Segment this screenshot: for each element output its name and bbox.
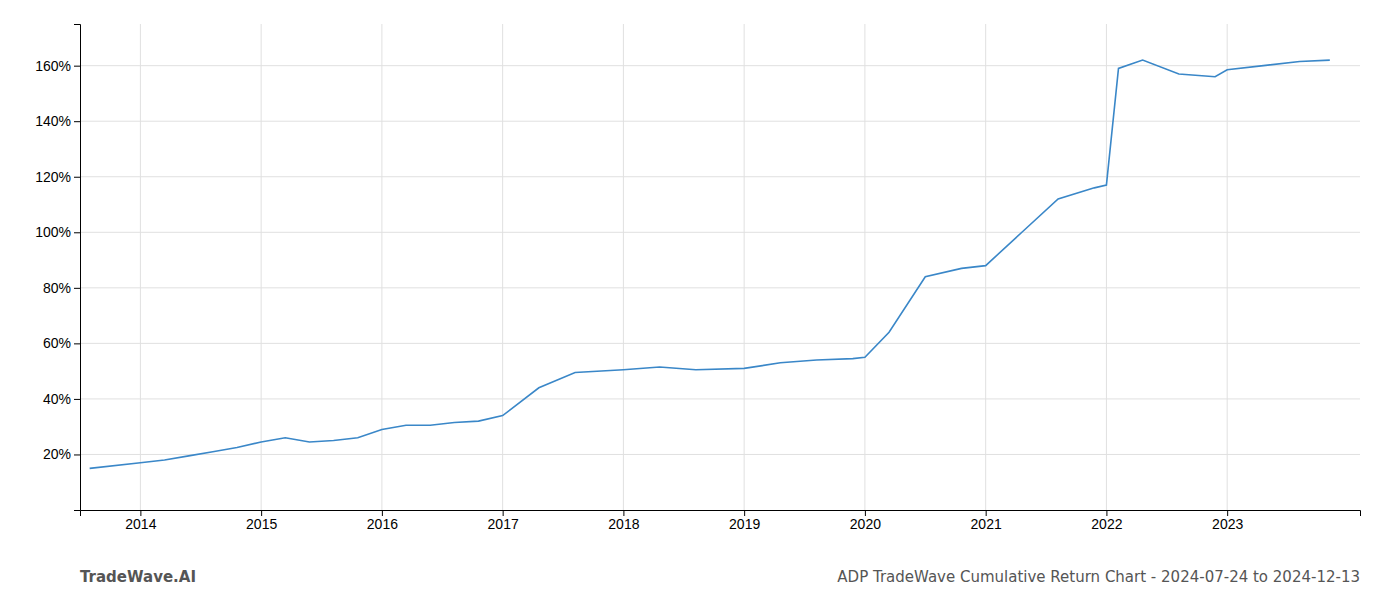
x-tick-label: 2021 xyxy=(971,516,1002,532)
y-tick-label: 100% xyxy=(35,224,71,240)
y-tick-mark xyxy=(74,288,80,289)
x-tick: 2020 xyxy=(850,510,881,532)
grid-line-y xyxy=(80,65,1360,66)
y-tick-label: 120% xyxy=(35,169,71,185)
grid-line-y xyxy=(80,454,1360,455)
y-tick: 120% xyxy=(35,169,80,185)
y-tick-label: 40% xyxy=(43,391,71,407)
x-axis: 2014 2015 2016 2017 2018 2019 2020 2021 2022 2023 xyxy=(81,510,1361,532)
y-tick: 160% xyxy=(35,58,80,74)
grid-line-x xyxy=(744,24,745,510)
x-tick: 2017 xyxy=(488,510,519,532)
grid-line-y xyxy=(80,343,1360,344)
x-tick-label: 2015 xyxy=(246,516,277,532)
x-tick: 2015 xyxy=(246,510,277,532)
x-tick-label: 2017 xyxy=(488,516,519,532)
grid-line-x xyxy=(864,24,865,510)
marks xyxy=(90,60,1330,468)
x-tick: 2014 xyxy=(125,510,156,532)
line xyxy=(90,60,1330,468)
x-tick: 2018 xyxy=(608,510,639,532)
grid-line-x xyxy=(623,24,624,510)
y-tick: 80% xyxy=(43,280,80,296)
y-tick-label: 60% xyxy=(43,335,71,351)
grid xyxy=(80,24,1360,510)
x-tick: 2021 xyxy=(971,510,1002,532)
x-tick-label: 2022 xyxy=(1091,516,1122,532)
grid-line-y xyxy=(80,176,1360,177)
y-tick-mark xyxy=(74,66,80,67)
y-axis: 20% 40% 60% 80% 100% 120% 140% 160% xyxy=(35,25,80,511)
y-tick-label: 160% xyxy=(35,58,71,74)
y-tick-mark xyxy=(74,454,80,455)
y-tick: 20% xyxy=(43,446,80,462)
y-tick: 40% xyxy=(43,391,80,407)
x-tick: 2022 xyxy=(1091,510,1122,532)
y-tick: 60% xyxy=(43,335,80,351)
watermark: TradeWave.AI xyxy=(80,568,196,586)
title: ADP TradeWave Cumulative Return Chart - … xyxy=(837,568,1360,586)
grid-line-x xyxy=(502,24,503,510)
grid-line-x xyxy=(261,24,262,510)
y-tick-label: 80% xyxy=(43,280,71,296)
grid-line-y xyxy=(80,287,1360,288)
y-tick-label: 20% xyxy=(43,446,71,462)
x-tick-label: 2016 xyxy=(367,516,398,532)
y-tick-mark xyxy=(74,399,80,400)
y-tick-mark xyxy=(74,121,80,122)
y-tick: 140% xyxy=(35,113,80,129)
x-tick-label: 2023 xyxy=(1212,516,1243,532)
grid-line-y xyxy=(80,121,1360,122)
grid-line-x xyxy=(1106,24,1107,510)
x-tick-label: 2018 xyxy=(608,516,639,532)
grid-line-x xyxy=(140,24,141,510)
grid-line-x xyxy=(381,24,382,510)
x-tick-label: 2020 xyxy=(850,516,881,532)
y-tick: 100% xyxy=(35,224,80,240)
y-tick-mark xyxy=(74,177,80,178)
y-tick-label: 140% xyxy=(35,113,71,129)
x-tick-label: 2019 xyxy=(729,516,760,532)
plot-area: 2014 2015 2016 2017 2018 2019 2020 2021 2022 2023… xyxy=(35,24,1360,532)
chart: 2014 2015 2016 2017 2018 2019 2020 2021 2022 2023… xyxy=(0,0,1400,600)
x-tick: 2019 xyxy=(729,510,760,532)
y-tick-mark xyxy=(74,232,80,233)
y-axis-line xyxy=(74,25,81,511)
y-tick-mark xyxy=(74,343,80,344)
x-tick-label: 2014 xyxy=(125,516,156,532)
grid-line-y xyxy=(80,232,1360,233)
grid-line-x xyxy=(1227,24,1228,510)
grid-line-y xyxy=(80,398,1360,399)
x-tick: 2023 xyxy=(1212,510,1243,532)
x-tick: 2016 xyxy=(367,510,398,532)
grid-line-x xyxy=(985,24,986,510)
